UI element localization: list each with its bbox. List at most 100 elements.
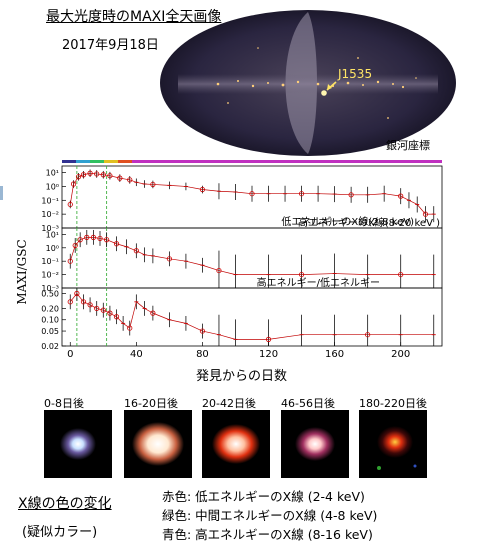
data-segment	[122, 323, 130, 329]
image-label-1: 0-8日後	[44, 397, 84, 410]
color-strip-segment	[62, 160, 76, 163]
legend-red: 赤色: 低エネルギーのX線 (2-4 keV)	[162, 489, 365, 504]
y-tick-label: 10¹	[46, 230, 59, 239]
data-segment	[78, 174, 84, 178]
data-segment	[116, 316, 124, 324]
x-axis-label: 発見からの日数	[196, 369, 288, 384]
color-strip-segment	[104, 160, 118, 163]
data-segment	[69, 293, 78, 303]
data-segment	[218, 190, 236, 193]
x-tick-label: 120	[259, 349, 278, 360]
data-point	[67, 201, 73, 208]
y-tick-label: 0.02	[41, 342, 59, 351]
data-segment	[99, 238, 107, 241]
data-segment	[119, 177, 130, 181]
data-segment	[136, 250, 145, 256]
image-label-3: 20-42日後	[202, 397, 256, 410]
data-point	[150, 310, 156, 316]
data-point	[80, 299, 87, 305]
data-segment	[80, 237, 87, 241]
data-segment	[218, 270, 236, 275]
color-strip-segment	[118, 160, 132, 163]
data-point	[75, 174, 82, 180]
allsky-image: J1535	[160, 10, 456, 156]
data-segment	[169, 258, 186, 262]
panel-frame-3	[61, 287, 443, 347]
x-tick-label: 160	[325, 349, 344, 360]
galactic-plane	[178, 74, 438, 94]
y-axis-label: MAXI/GSC	[15, 239, 29, 304]
data-segment	[152, 312, 170, 321]
image-label-4: 46-56日後	[281, 397, 335, 410]
color-image-0-8	[44, 410, 112, 478]
image-label-5: 180-220日後	[359, 397, 427, 410]
data-point	[107, 173, 113, 179]
data-segment	[74, 239, 81, 246]
data-point	[87, 302, 93, 308]
color-image-46-56	[281, 410, 349, 478]
light-curve-chart: MAXI/GSC 10⁻³ 10⁻² 10⁻¹ 10⁰ 10¹ 低エネルギーのX線(2-8 …	[15, 160, 443, 360]
data-segment	[73, 176, 79, 185]
data-point	[113, 241, 120, 247]
data-point	[77, 237, 83, 243]
data-point	[216, 267, 222, 274]
color-strip-segment	[76, 160, 90, 163]
color-image-16-20	[124, 410, 192, 478]
data-point	[104, 237, 110, 243]
data-segment	[202, 189, 219, 192]
legend-blue: 青色: 高エネルギーのX線 (8-16 keV)	[162, 527, 373, 542]
data-point	[398, 193, 404, 199]
x-tick-label: 80	[196, 349, 209, 360]
data-segment	[103, 309, 111, 314]
data-segment	[202, 330, 220, 336]
panel-frame-2	[61, 227, 443, 289]
data-segment	[69, 183, 74, 205]
data-segment	[136, 301, 145, 309]
source-arrow-head	[327, 84, 332, 90]
color-image-20-42	[202, 410, 270, 478]
data-segment	[89, 304, 97, 309]
data-segment	[169, 185, 186, 187]
data-segment	[106, 239, 117, 245]
x-tick-label: 0	[67, 349, 73, 360]
data-segment	[126, 246, 137, 252]
panel-label-2: 高エネルギーのX線(8-20 keV )	[298, 216, 440, 229]
data-segment	[152, 255, 170, 260]
data-segment	[400, 195, 410, 201]
data-segment	[334, 193, 352, 196]
color-change-heading: X線の色の変化	[18, 496, 112, 512]
data-segment	[103, 174, 110, 177]
y-tick-label: 0.50	[41, 289, 59, 298]
y-tick-label: 0.05	[41, 327, 59, 336]
data-segment	[152, 184, 170, 186]
x-tick-label: 200	[391, 349, 410, 360]
data-segment	[144, 308, 154, 314]
data-point	[94, 305, 100, 312]
data-segment	[69, 245, 76, 262]
allsky-title: 最大光度時のMAXI全天画像	[46, 9, 222, 25]
x-tick-label: 40	[130, 349, 143, 360]
data-point	[127, 325, 133, 331]
data-point	[74, 290, 80, 297]
source-label: J1535	[337, 67, 372, 81]
y-tick-label: 10⁻³	[41, 224, 59, 233]
y-tick-label: 10⁻²	[41, 210, 59, 219]
y-tick-label: 10⁰	[46, 182, 59, 191]
data-segment	[185, 186, 203, 190]
data-point	[117, 175, 123, 181]
color-image-180-220	[359, 410, 427, 478]
color-strip-segment	[90, 160, 104, 163]
data-segment	[185, 323, 203, 332]
data-point	[107, 310, 113, 316]
data-segment	[83, 301, 91, 306]
data-segment	[76, 293, 84, 303]
y-tick-label: 10⁻³	[41, 284, 59, 293]
data-segment	[235, 191, 253, 195]
data-segment	[109, 312, 117, 318]
data-segment	[218, 334, 236, 340]
data-point	[199, 328, 206, 334]
y-tick-label: 10⁰	[46, 244, 59, 253]
data-segment	[268, 334, 302, 340]
data-point	[133, 248, 139, 254]
y-tick-label: 10⁻²	[41, 271, 59, 280]
